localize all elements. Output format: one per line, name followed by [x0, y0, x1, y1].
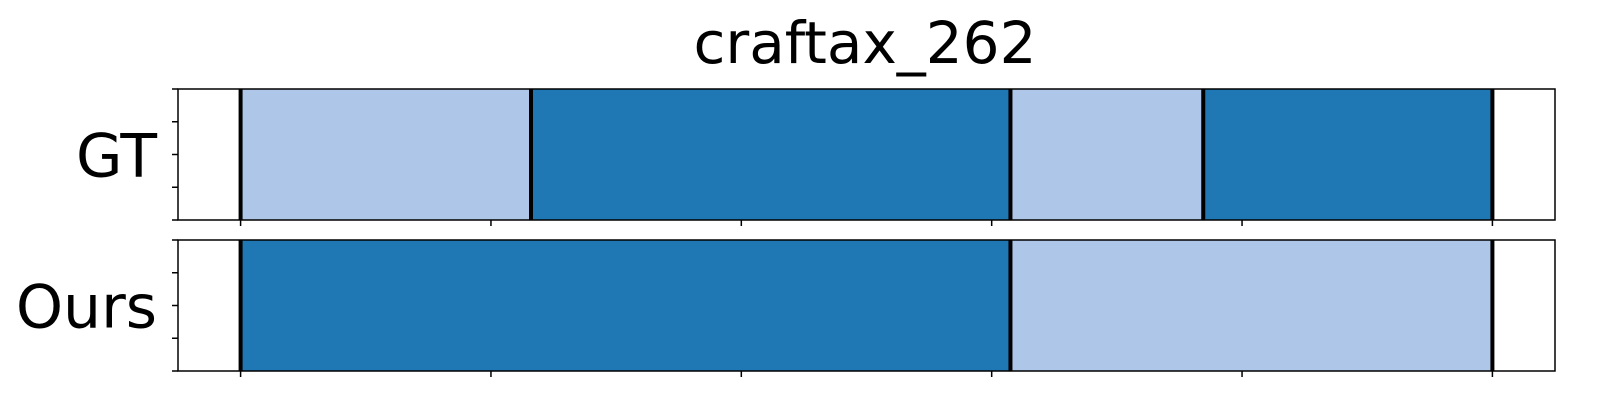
panels: GT Ours — [16, 88, 1556, 377]
chart-title: craftax_262 — [694, 9, 1037, 77]
row-label-1: Ours — [16, 273, 157, 343]
segment-0-1 — [531, 89, 1011, 220]
segment-0-0 — [240, 89, 532, 220]
segment-0-3 — [1203, 89, 1493, 220]
segment-1-0 — [240, 240, 1011, 371]
row-label-0: GT — [76, 122, 157, 192]
segment-1-1 — [1010, 240, 1493, 371]
panel-0: GT — [76, 88, 1556, 226]
segment-0-2 — [1010, 89, 1204, 220]
panel-1: Ours — [16, 239, 1556, 377]
